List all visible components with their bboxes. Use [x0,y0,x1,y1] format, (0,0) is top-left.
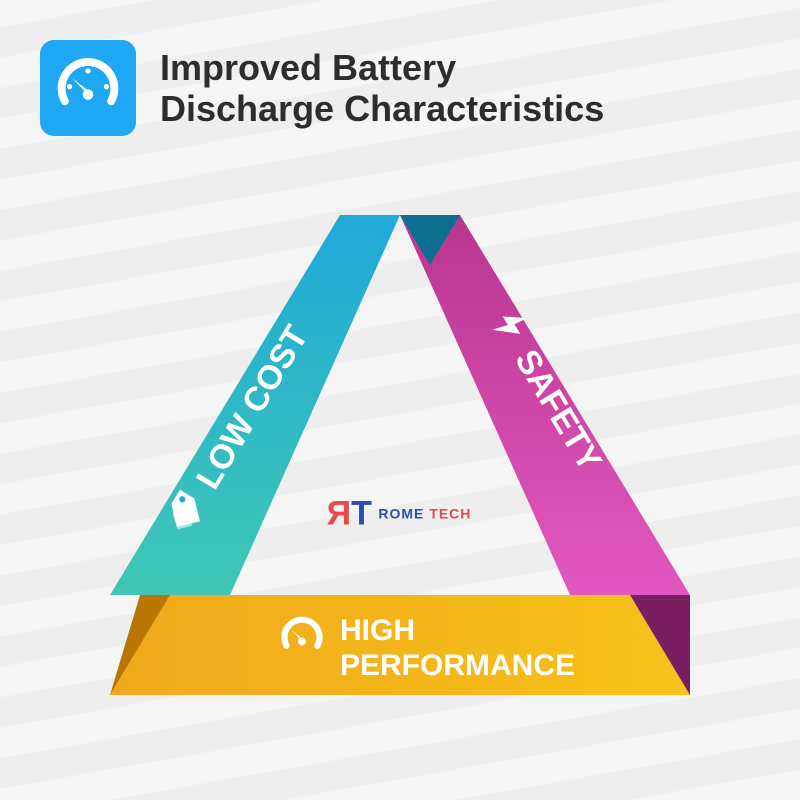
bottom-label-1: HIGH [340,614,415,647]
logo-wordmark: ROME TECH [378,505,471,521]
title-line-1: Improved Battery [160,47,604,88]
header: Improved Battery Discharge Characteristi… [0,0,800,136]
bottom-label-2: PERFORMANCE [340,649,575,682]
title-line-2: Discharge Characteristics [160,88,604,129]
feature-triangle: HIGH PERFORMANCE SAFETY LOW COST [80,195,720,755]
gauge-icon [55,55,121,121]
triangle-side-left: LOW COST [110,215,460,595]
logo-rt-mark: RT [329,495,370,534]
page-title: Improved Battery Discharge Characteristi… [160,47,604,130]
header-gauge-icon-box [40,40,136,136]
brand-logo: RT ROME TECH [329,495,472,534]
